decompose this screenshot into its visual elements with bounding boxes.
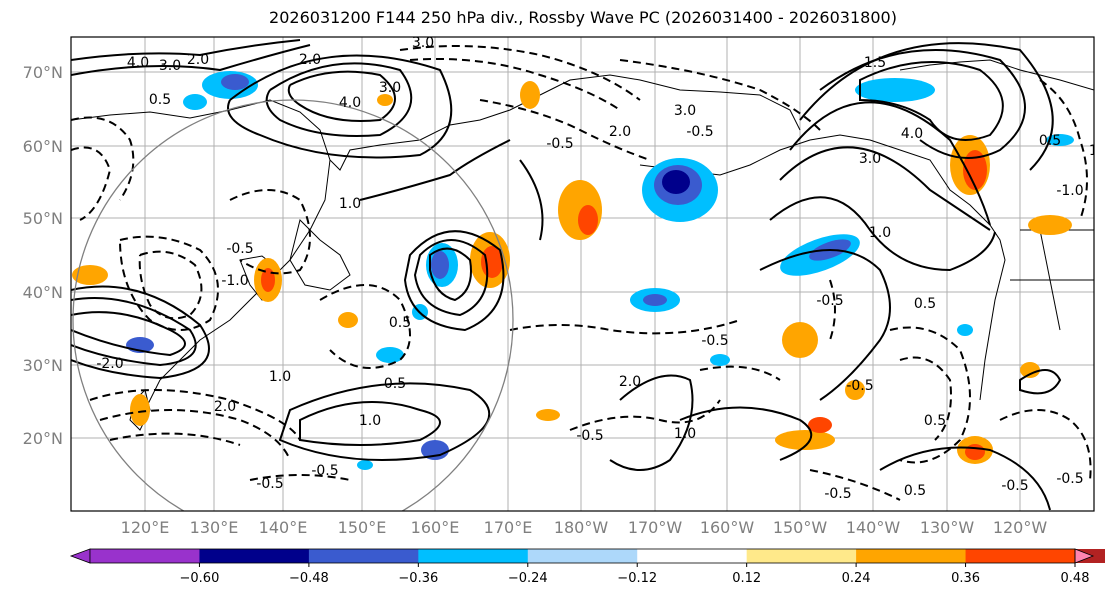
colorbar-tick-label: −0.24 xyxy=(508,571,548,586)
contour-label: 3.0 xyxy=(412,35,434,51)
contour-label: 0.5 xyxy=(924,413,946,429)
lon-label: 160°W xyxy=(700,518,755,537)
contour-label: 0.5 xyxy=(149,92,171,108)
contour-label: -0.5 xyxy=(701,333,728,349)
contour-label: 2.0 xyxy=(299,52,321,68)
lon-label: 160°E xyxy=(411,518,460,537)
contours-dashed xyxy=(71,45,1092,501)
colorbar-tick-label: 0.36 xyxy=(951,571,980,586)
colorbar-segment xyxy=(527,549,638,563)
lon-label: 170°E xyxy=(484,518,533,537)
colorbar-tick-label: −0.48 xyxy=(289,571,329,586)
contour-label: -0.5 xyxy=(311,463,338,479)
contour-label: 2.0 xyxy=(187,52,209,68)
contour-label: -0.5 xyxy=(576,428,603,444)
lon-label: 140°E xyxy=(259,518,308,537)
lon-label: 130°E xyxy=(190,518,239,537)
colorbar-segment xyxy=(856,549,967,563)
contour-label: -0.5 xyxy=(816,293,843,309)
colorbar-extend-min xyxy=(69,548,91,564)
contour-label: -0.5 xyxy=(1056,471,1083,487)
contour-label: -0.5 xyxy=(546,136,573,152)
lon-label: 150°W xyxy=(773,518,828,537)
contour-label: 4.0 xyxy=(339,95,361,111)
contour-label: -0.5 xyxy=(226,241,253,257)
contour-label: 2.0 xyxy=(214,399,236,415)
colorbar-tick-label: 0.48 xyxy=(1061,571,1090,586)
contour-label: 3.0 xyxy=(379,80,401,96)
colorbar-segment xyxy=(965,549,1076,563)
colorbar-segment xyxy=(308,549,419,563)
contour-label: 3.0 xyxy=(859,151,881,167)
contour-label: 2.0 xyxy=(619,374,641,390)
lat-label: 30°N xyxy=(23,356,63,375)
colorbar-segment xyxy=(637,549,748,563)
colorbar-outline xyxy=(89,548,1076,564)
colorbar-tick-label: −0.60 xyxy=(180,571,220,586)
lon-label: 150°E xyxy=(338,518,387,537)
colorbar-tick-label: 0.12 xyxy=(732,571,761,586)
lon-label: 120°E xyxy=(121,518,170,537)
contour-label: 3.0 xyxy=(674,103,696,119)
contour-label: -2.0 xyxy=(96,356,123,372)
lat-label: 60°N xyxy=(23,137,63,156)
contour-label: 1.0 xyxy=(359,413,381,429)
contour-label: 4.0 xyxy=(127,55,149,71)
contour-label: -1.0 xyxy=(1056,183,1083,199)
contour-label: 0.5 xyxy=(914,296,936,312)
contour-label: 0.5 xyxy=(389,315,411,331)
contour-label: -0.5 xyxy=(846,378,873,394)
contour-label: 2.0 xyxy=(609,124,631,140)
contour-label: 0.5 xyxy=(904,483,926,499)
analysis-radius-circle xyxy=(72,99,514,511)
lat-label: 20°N xyxy=(23,429,63,448)
contour-label: 1.0 xyxy=(674,426,696,442)
contour-label: 1.5 xyxy=(864,55,886,71)
contour-label: 3.0 xyxy=(159,58,181,74)
latitude-axis: 70°N 60°N 50°N 40°N 30°N 20°N xyxy=(23,63,63,448)
lat-label: 70°N xyxy=(23,63,63,82)
colorbar-tick-label: −0.12 xyxy=(617,571,657,586)
contour-label: -0.5 xyxy=(824,486,851,502)
contour-label: -1.0 xyxy=(221,273,248,289)
lon-label: 120°W xyxy=(993,518,1048,537)
lat-label: 40°N xyxy=(23,283,63,302)
plot-title: 2026031200 F144 250 hPa div., Rossby Wav… xyxy=(269,8,897,27)
contour-label: -0.5 xyxy=(256,476,283,492)
lon-label: 180°W xyxy=(554,518,609,537)
colorbar-segment xyxy=(418,549,529,563)
contour-label: 1.0 xyxy=(869,225,891,241)
lon-label: 170°W xyxy=(628,518,683,537)
contour-label: 1.0 xyxy=(1089,143,1105,159)
contour-label: -0.5 xyxy=(686,124,713,140)
colorbar-segment xyxy=(90,549,200,563)
colorbar-segment xyxy=(746,549,857,563)
colorbar-segment xyxy=(199,549,310,563)
contour-label: 1.0 xyxy=(339,196,361,212)
contours-solid xyxy=(71,39,1062,511)
longitude-axis: 120°E 130°E 140°E 150°E 160°E 170°E 180°… xyxy=(121,518,1048,537)
colorbar-tick-label: 0.24 xyxy=(842,571,871,586)
contour-label: -0.5 xyxy=(1001,478,1028,494)
contour-labels: 4.0 3.0 2.0 0.5 3.0 2.0 4.0 3.0 2.0 3.0 1.5 4.0 3.0 1… xyxy=(96,35,1105,502)
contour-label: 1.0 xyxy=(269,369,291,385)
colorbar: −0.60 −0.48 −0.36 −0.24 −0.12 0.12 0.24 0.36 0.4… xyxy=(69,548,1105,586)
lat-label: 50°N xyxy=(23,209,63,228)
colorbar-tick-label: −0.36 xyxy=(398,571,438,586)
lon-label: 130°W xyxy=(920,518,975,537)
contour-label: 0.5 xyxy=(384,376,406,392)
contour-label: 0.5 xyxy=(1039,133,1061,149)
lon-label: 140°W xyxy=(846,518,901,537)
contour-label: 4.0 xyxy=(901,126,923,142)
map-frame xyxy=(70,36,1095,512)
